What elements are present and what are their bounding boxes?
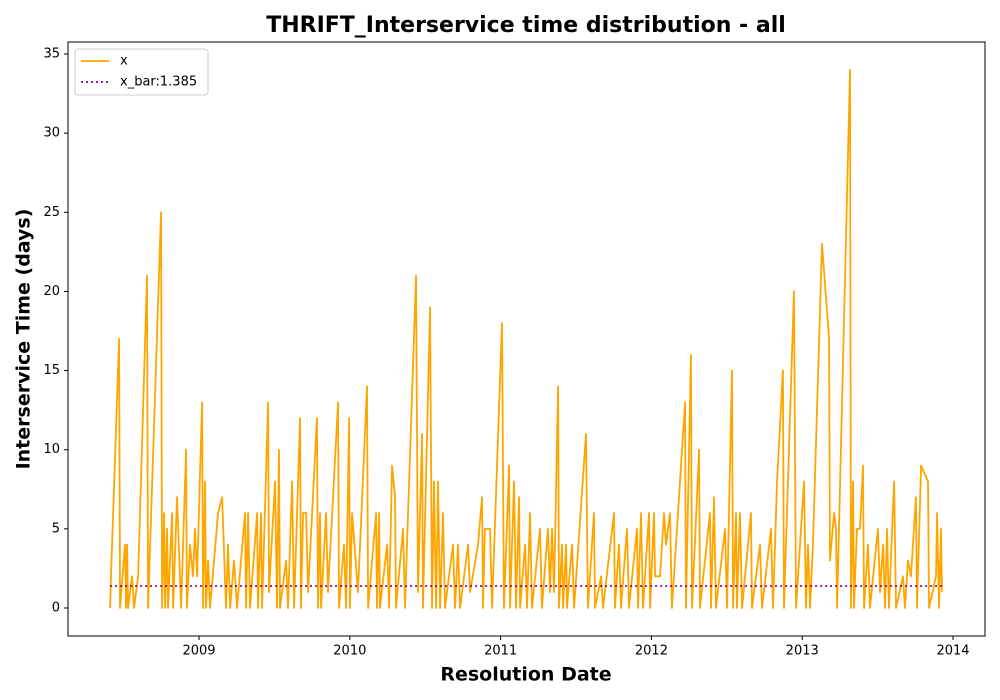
x-tick-label: 2009: [182, 644, 215, 659]
x-tick-label: 2010: [333, 644, 366, 659]
legend: x x_bar:1.385: [74, 48, 209, 96]
legend-label: x: [120, 54, 128, 69]
y-tick-label: 30: [43, 126, 60, 141]
chart-title: THRIFT_Interservice time distribution - …: [266, 13, 786, 38]
y-tick-label: 35: [43, 47, 60, 62]
x-tick-label: 2012: [635, 644, 668, 659]
y-tick-label: 5: [52, 521, 60, 536]
y-tick-label: 15: [43, 363, 60, 378]
y-tick-label: 25: [43, 205, 60, 220]
x-tick-label: 2011: [484, 644, 517, 659]
series-line: [109, 68, 943, 609]
y-tick-label: 20: [43, 284, 60, 299]
x-tick-label: 2013: [786, 644, 819, 659]
x-tick-label: 2014: [936, 644, 969, 659]
legend-label: x_bar:1.385: [120, 75, 197, 90]
x-axis-label: Resolution Date: [440, 664, 611, 686]
y-axis-label: Interservice Time (days): [13, 209, 35, 470]
y-tick-label: 0: [52, 600, 60, 615]
plot-frame: [67, 41, 986, 637]
y-tick-label: 10: [43, 442, 60, 457]
